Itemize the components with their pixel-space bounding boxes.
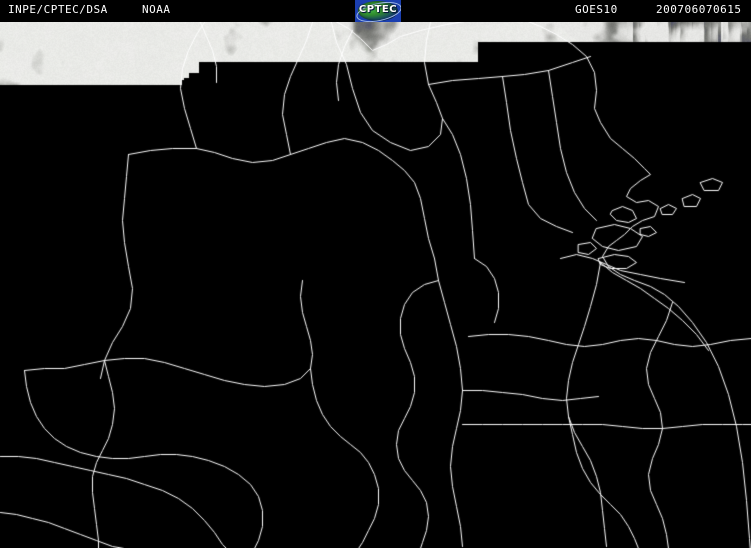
image-header-bar: INPE/CPTEC/DSA NOAA CPTEC GOES10 2007060… (0, 0, 751, 22)
header-source-label: NOAA (142, 3, 171, 16)
header-satellite-label: GOES10 (575, 3, 618, 16)
satellite-image-area (0, 22, 751, 548)
globe-icon (358, 1, 398, 21)
cptec-logo-label: CPTEC (358, 4, 398, 15)
header-timestamp-label: 200706070615 (656, 3, 742, 16)
satellite-image-canvas (0, 22, 751, 548)
header-agency-label: INPE/CPTEC/DSA (8, 3, 108, 16)
cptec-logo: CPTEC (355, 0, 401, 22)
